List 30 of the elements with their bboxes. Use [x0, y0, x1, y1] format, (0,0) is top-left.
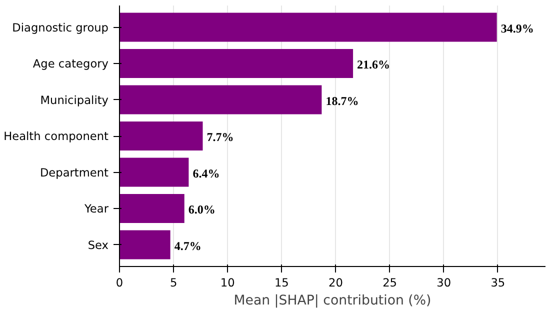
- x-tick-label: 30: [436, 276, 452, 290]
- bar: [120, 122, 203, 150]
- data-label: 6.0%: [188, 202, 216, 216]
- x-tick-label: 10: [220, 276, 235, 290]
- x-tick-label: 20: [328, 276, 343, 290]
- y-tick-label: Sex: [88, 238, 109, 252]
- x-tick-label: 25: [382, 276, 398, 290]
- y-tick-label: Municipality: [40, 92, 109, 107]
- data-label: 6.4%: [192, 166, 220, 180]
- x-tick-label: 0: [116, 276, 124, 290]
- data-label: 4.7%: [174, 238, 202, 253]
- bar: [120, 158, 189, 187]
- bar: [120, 85, 322, 114]
- y-tick-label: Health component: [4, 129, 110, 143]
- x-tick-label: 5: [170, 276, 178, 290]
- x-tick-label: 15: [274, 276, 289, 290]
- y-tick-label: Year: [84, 202, 109, 216]
- bar: [120, 49, 354, 78]
- y-tick-label: Age category: [32, 56, 109, 70]
- x-tick-label: 35: [490, 276, 506, 290]
- bar: [120, 12, 497, 42]
- data-label: 34.9%: [500, 21, 534, 36]
- y-tick-label: Department: [40, 165, 110, 180]
- y-tick-label: Diagnostic group: [12, 20, 109, 34]
- bar: [120, 194, 184, 223]
- data-label: 18.7%: [326, 94, 359, 108]
- data-label: 21.6%: [357, 58, 390, 72]
- bar: [120, 230, 170, 260]
- data-label: 7.7%: [206, 130, 234, 144]
- x-axis-title: Mean |SHAP| contribution (%): [234, 294, 432, 308]
